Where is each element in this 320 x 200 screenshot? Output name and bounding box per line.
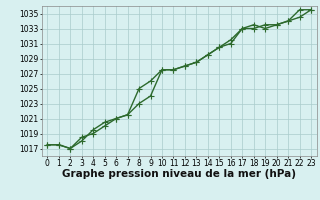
X-axis label: Graphe pression niveau de la mer (hPa): Graphe pression niveau de la mer (hPa) — [62, 169, 296, 179]
